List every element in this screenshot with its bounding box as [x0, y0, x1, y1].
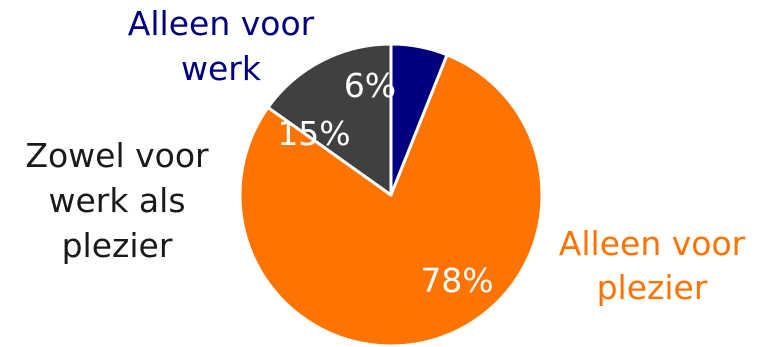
pie-value-label: 78% [420, 261, 493, 300]
pie-category-label-line: werk [181, 49, 262, 88]
pie-category-label-line: plezier [597, 268, 708, 307]
pie-category-label-line: Zowel voor [25, 136, 209, 175]
pie-category-label-line: plezier [62, 226, 173, 265]
pie-value-labels: 6% 78% 15% [277, 66, 493, 300]
pie-category-label: Alleen voor werk [128, 4, 315, 88]
pie-category-label: Alleen voor plezier [559, 224, 746, 307]
pie-slices [238, 42, 544, 347]
pie-slice [266, 42, 393, 197]
pie-slice [238, 53, 544, 347]
pie-value-label: 6% [344, 66, 396, 105]
pie-category-label-line: werk als [48, 181, 185, 220]
pie-category-label-line: Alleen voor [128, 4, 315, 43]
pie-category-label-line: Alleen voor [559, 224, 746, 263]
pie-category-label: Zowel voor werk als plezier [25, 136, 209, 265]
pie-value-label: 15% [277, 114, 350, 153]
